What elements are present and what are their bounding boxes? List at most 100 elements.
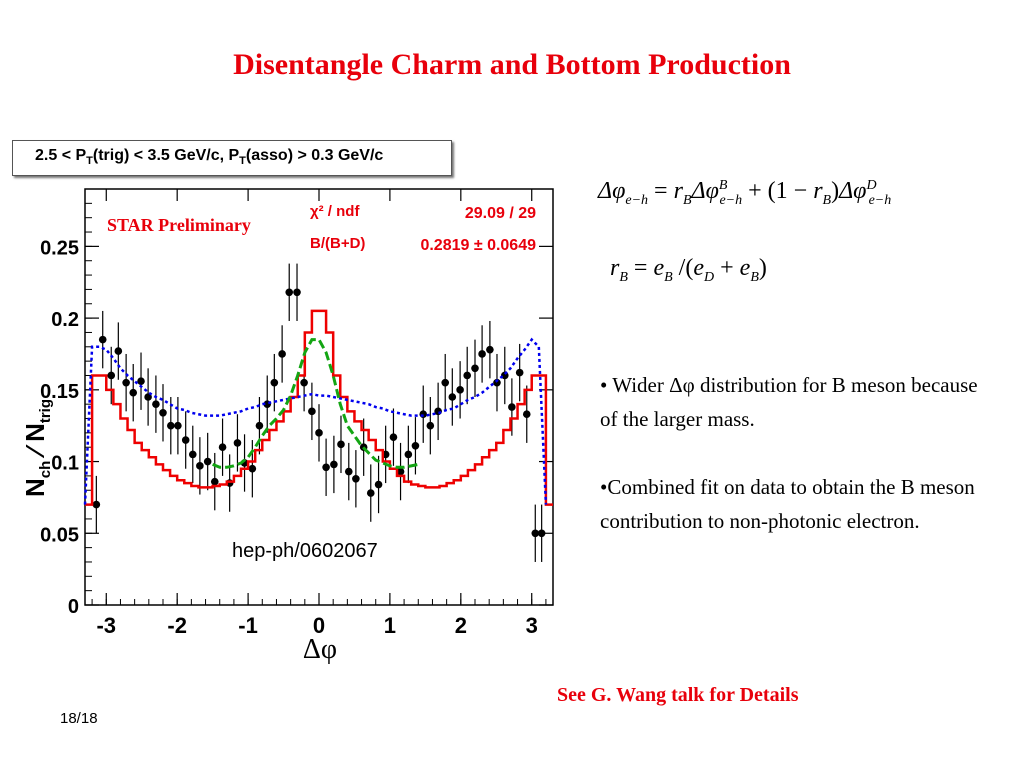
eq2-eB: e [653, 255, 665, 281]
data-point [248, 464, 257, 473]
eq1-dphiD: Δφ [839, 178, 867, 204]
data-point [144, 393, 152, 401]
eq2-close: ) [758, 255, 767, 281]
y-tick-label: 0.15 [40, 381, 79, 403]
data-point [315, 429, 323, 437]
eq1-paren-close: ) [831, 178, 840, 204]
data-point [167, 421, 175, 430]
fraction-value: 0.2819 ± 0.0649 [420, 237, 536, 254]
eq2-eB2-sub: B [750, 269, 759, 285]
data-point [92, 500, 101, 509]
eq1-D-sub: e−h [868, 192, 892, 208]
data-point [129, 388, 138, 397]
data-point [255, 421, 264, 430]
caption-part-c: (asso) > 0.3 GeV/c [245, 147, 384, 164]
data-point [404, 450, 413, 459]
data-point [137, 377, 145, 386]
eq1-rB: r [673, 178, 683, 204]
data-point [308, 407, 316, 416]
equation-1: Δφe−h = rBΔφBe−h + (1 − rB)ΔφDe−h [598, 178, 891, 209]
data-point [389, 433, 398, 441]
data-point [159, 408, 167, 417]
x-tick-label: 3 [526, 613, 538, 638]
eq1-equals: = [654, 178, 668, 204]
data-point [98, 335, 107, 344]
data-point [448, 393, 457, 401]
slide-number: 18/18 [60, 710, 98, 727]
data-point [322, 463, 330, 472]
x-axis-label: Δφ [303, 634, 337, 665]
data-point [441, 378, 450, 387]
eq1-lhs-sub: e−h [625, 192, 649, 208]
slide-title: Disentangle Charm and Bottom Production [233, 48, 791, 81]
x-tick-label: 0 [313, 613, 325, 638]
data-point [107, 371, 116, 380]
dphi-chart: -3 -2 -1 0 1 2 3 0 0.05 0.1 0.15 0.2 0.25 Nch ⁄ Ntri… [20, 188, 554, 665]
eq2-plus: + [720, 255, 734, 281]
data-point [210, 477, 219, 486]
star-preliminary: STAR Preliminary [107, 215, 251, 235]
eq1-paren-open: (1 − [767, 178, 808, 204]
b-component-blue [83, 337, 548, 505]
data-point [203, 457, 212, 466]
bullet-2: •Combined fit on data to obtain the B me… [600, 475, 975, 533]
data-point [537, 529, 546, 538]
eq2-eD-sub: D [704, 269, 715, 285]
data-point [233, 439, 242, 447]
x-tick-label: -1 [238, 613, 258, 638]
reference-label: hep-ph/0602067 [232, 540, 378, 562]
data-point [478, 350, 486, 358]
x-tick-label: 1 [384, 613, 396, 638]
d-component-green [212, 338, 419, 469]
data-point [174, 421, 182, 430]
data-point [411, 441, 420, 450]
kinematics-caption: 2.5 < PT(trig) < 3.5 GeV/c, PT(asso) > 0… [35, 147, 383, 167]
fraction-label: B/(B+D) [310, 235, 365, 252]
data-point [508, 403, 516, 411]
y-tick-label: 0 [68, 596, 79, 618]
x-tick-label: -3 [96, 613, 116, 638]
data-point [285, 288, 294, 297]
chi2-value: 29.09 / 29 [465, 205, 536, 222]
data-point [515, 368, 524, 377]
data-point [218, 443, 227, 452]
eq2-eD: e [693, 255, 704, 281]
chi2-label: χ² / ndf [310, 203, 360, 220]
data-point [188, 450, 197, 459]
data-point [152, 400, 160, 408]
eq1-rB-2: r [813, 178, 823, 204]
kinematics-caption-box: 2.5 < PT(trig) < 3.5 GeV/c, PT(asso) > 0… [12, 140, 452, 176]
eq1-D-sup: D [866, 178, 877, 193]
fit-curve-red [85, 309, 553, 506]
data-point [531, 529, 540, 538]
y-axis-label-text: Nch ⁄ Ntrig [20, 399, 54, 497]
caption-part-a: 2.5 < P [35, 147, 87, 164]
caption-sub-2: T [239, 155, 246, 168]
eq1-rB-sub: B [682, 192, 692, 208]
data-point [278, 350, 286, 358]
eq2-r: r [610, 255, 620, 281]
data-point [374, 480, 383, 489]
y-tick-label: 0.25 [40, 237, 79, 259]
data-point [337, 440, 345, 449]
see-talk-note: See G. Wang talk for Details [557, 684, 799, 706]
data-point [471, 364, 479, 373]
data-point [270, 378, 279, 387]
x-tick-label: 2 [455, 613, 467, 638]
eq1-dphiB: Δφ [691, 178, 719, 204]
y-tick-label: 0.2 [51, 309, 79, 331]
data-point [344, 467, 353, 476]
data-point [396, 467, 405, 476]
eq1-rB2-sub: B [822, 192, 832, 208]
axis-ticks: -3 -2 -1 0 1 2 3 0 0.05 0.1 0.15 0.2 0.25 [40, 189, 553, 638]
caption-sub-1: T [86, 155, 93, 168]
data-point [456, 386, 464, 394]
series-layer [83, 263, 553, 562]
equation-2: rB = eB /(eD + eB) [610, 255, 767, 286]
eq2-eB-sub: B [664, 269, 673, 285]
data-point [426, 421, 435, 430]
eq2-r-sub: B [619, 269, 628, 285]
bullet-list: • Wider Δφ distribution for B meson beca… [600, 368, 1000, 572]
caption-part-b: (trig) < 3.5 GeV/c, P [92, 147, 240, 164]
eq2-slash: /( [678, 255, 694, 281]
